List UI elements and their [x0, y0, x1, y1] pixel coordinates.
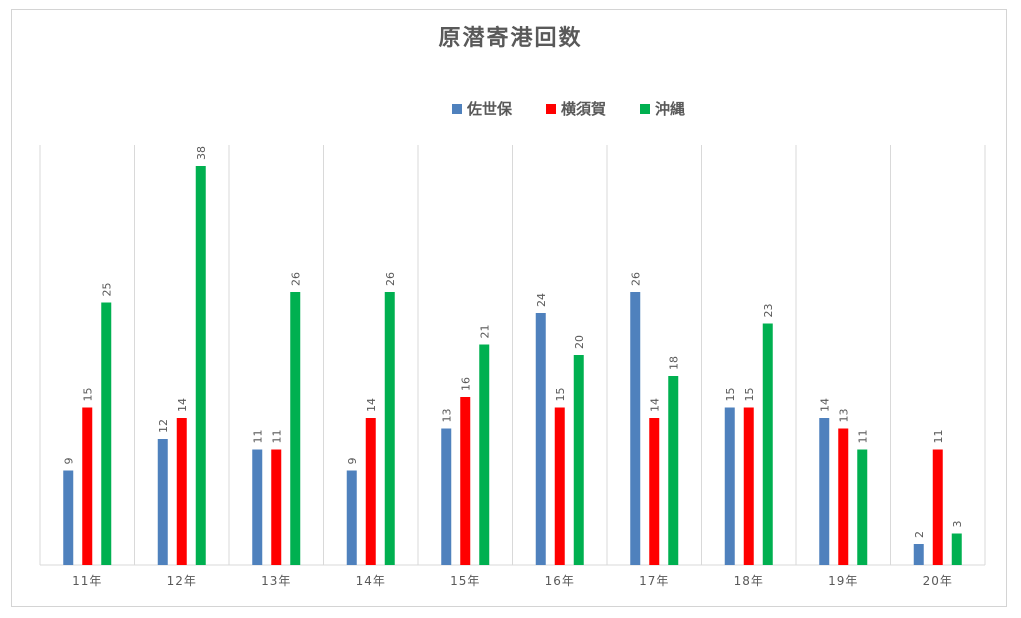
data-label-佐世保-13年: 11: [251, 430, 264, 444]
bar-佐世保-19年: [819, 418, 830, 565]
legend-label-series-1: 横須賀: [561, 100, 607, 118]
bar-横須賀-18年: [743, 407, 754, 565]
x-tick-label: 15年: [450, 574, 480, 588]
legend-swatch-series-1: [546, 103, 557, 114]
legend-item-series-1: 横須賀: [546, 98, 606, 119]
data-label-佐世保-12年: 12: [157, 419, 170, 433]
bar-佐世保-14年: [346, 470, 357, 565]
bar-沖縄-11年: [101, 302, 112, 565]
bar-横須賀-16年: [554, 407, 565, 565]
data-label-沖縄-18年: 23: [762, 304, 775, 318]
data-label-横須賀-18年: 15: [743, 388, 756, 402]
data-label-沖縄-20年: 3: [951, 521, 964, 528]
legend-swatch-series-0: [452, 103, 462, 114]
bar-沖縄-19年: [857, 449, 868, 565]
x-tick-label: 17年: [639, 574, 669, 588]
bar-横須賀-14年: [365, 418, 376, 565]
data-label-横須賀-17年: 14: [648, 398, 661, 412]
x-tick-label: 14年: [356, 574, 386, 588]
bar-横須賀-19年: [838, 428, 849, 565]
bar-沖縄-18年: [762, 323, 773, 565]
bar-沖縄-15年: [479, 344, 490, 565]
bar-佐世保-18年: [724, 407, 735, 565]
x-tick-label: 12年: [167, 574, 197, 588]
x-tick-label: 16年: [545, 574, 575, 588]
bar-佐世保-16年: [535, 313, 546, 565]
x-tick-label: 19年: [828, 574, 858, 588]
bar-横須賀-15年: [460, 397, 471, 565]
bar-沖縄-13年: [290, 292, 301, 565]
data-label-沖縄-17年: 18: [667, 356, 680, 370]
bar-横須賀-11年: [82, 407, 93, 565]
legend-item-series-0: 佐世保: [452, 98, 512, 119]
data-label-横須賀-16年: 15: [554, 388, 567, 402]
data-label-横須賀-13年: 11: [270, 430, 283, 444]
x-tick-label: 11年: [72, 574, 102, 588]
bar-横須賀-13年: [271, 449, 282, 565]
bar-横須賀-20年: [932, 449, 943, 565]
bar-佐世保-17年: [630, 292, 641, 565]
data-label-横須賀-19年: 13: [837, 409, 850, 423]
data-label-沖縄-19年: 11: [856, 430, 869, 444]
bar-佐世保-20年: [913, 544, 924, 565]
data-label-沖縄-11年: 25: [100, 283, 113, 297]
bar-佐世保-11年: [63, 470, 74, 565]
data-label-佐世保-14年: 9: [346, 458, 359, 465]
data-label-沖縄-14年: 26: [384, 272, 397, 286]
data-label-横須賀-20年: 11: [932, 430, 945, 444]
data-label-沖縄-13年: 26: [289, 272, 302, 286]
data-label-佐世保-20年: 2: [913, 531, 926, 538]
data-label-沖縄-12年: 38: [195, 146, 208, 160]
chart-title: 原潜寄港回数: [438, 26, 583, 51]
x-tick-label: 18年: [734, 574, 764, 588]
data-label-佐世保-11年: 9: [62, 458, 75, 465]
x-tick-label: 13年: [261, 574, 291, 588]
bar-沖縄-16年: [573, 355, 584, 565]
bar-佐世保-13年: [252, 449, 263, 565]
bar-沖縄-12年: [195, 166, 206, 565]
data-label-佐世保-15年: 13: [440, 409, 453, 423]
data-label-横須賀-12年: 14: [176, 398, 189, 412]
legend-label-series-2: 沖縄: [655, 100, 686, 118]
data-label-佐世保-18年: 15: [724, 388, 737, 402]
data-label-沖縄-16年: 20: [573, 335, 586, 349]
data-label-横須賀-14年: 14: [365, 398, 378, 412]
legend-swatch-series-2: [640, 103, 651, 114]
data-label-沖縄-15年: 21: [478, 325, 491, 339]
data-label-佐世保-19年: 14: [818, 398, 831, 412]
bar-沖縄-17年: [668, 376, 679, 565]
legend-label-series-0: 佐世保: [467, 100, 513, 118]
bar-佐世保-15年: [441, 428, 452, 565]
bar-沖縄-14年: [384, 292, 395, 565]
data-label-横須賀-15年: 16: [459, 377, 472, 391]
data-label-横須賀-11年: 15: [81, 388, 94, 402]
bar-沖縄-20年: [951, 533, 962, 565]
bar-横須賀-12年: [176, 418, 187, 565]
data-label-佐世保-17年: 26: [629, 272, 642, 286]
bar-佐世保-12年: [157, 439, 168, 565]
chart-legend: 佐世保 横須賀 沖縄: [452, 98, 685, 119]
data-label-佐世保-16年: 24: [535, 293, 548, 307]
bar-横須賀-17年: [649, 418, 660, 565]
x-tick-label: 20年: [923, 574, 953, 588]
legend-item-series-2: 沖縄: [640, 98, 685, 119]
